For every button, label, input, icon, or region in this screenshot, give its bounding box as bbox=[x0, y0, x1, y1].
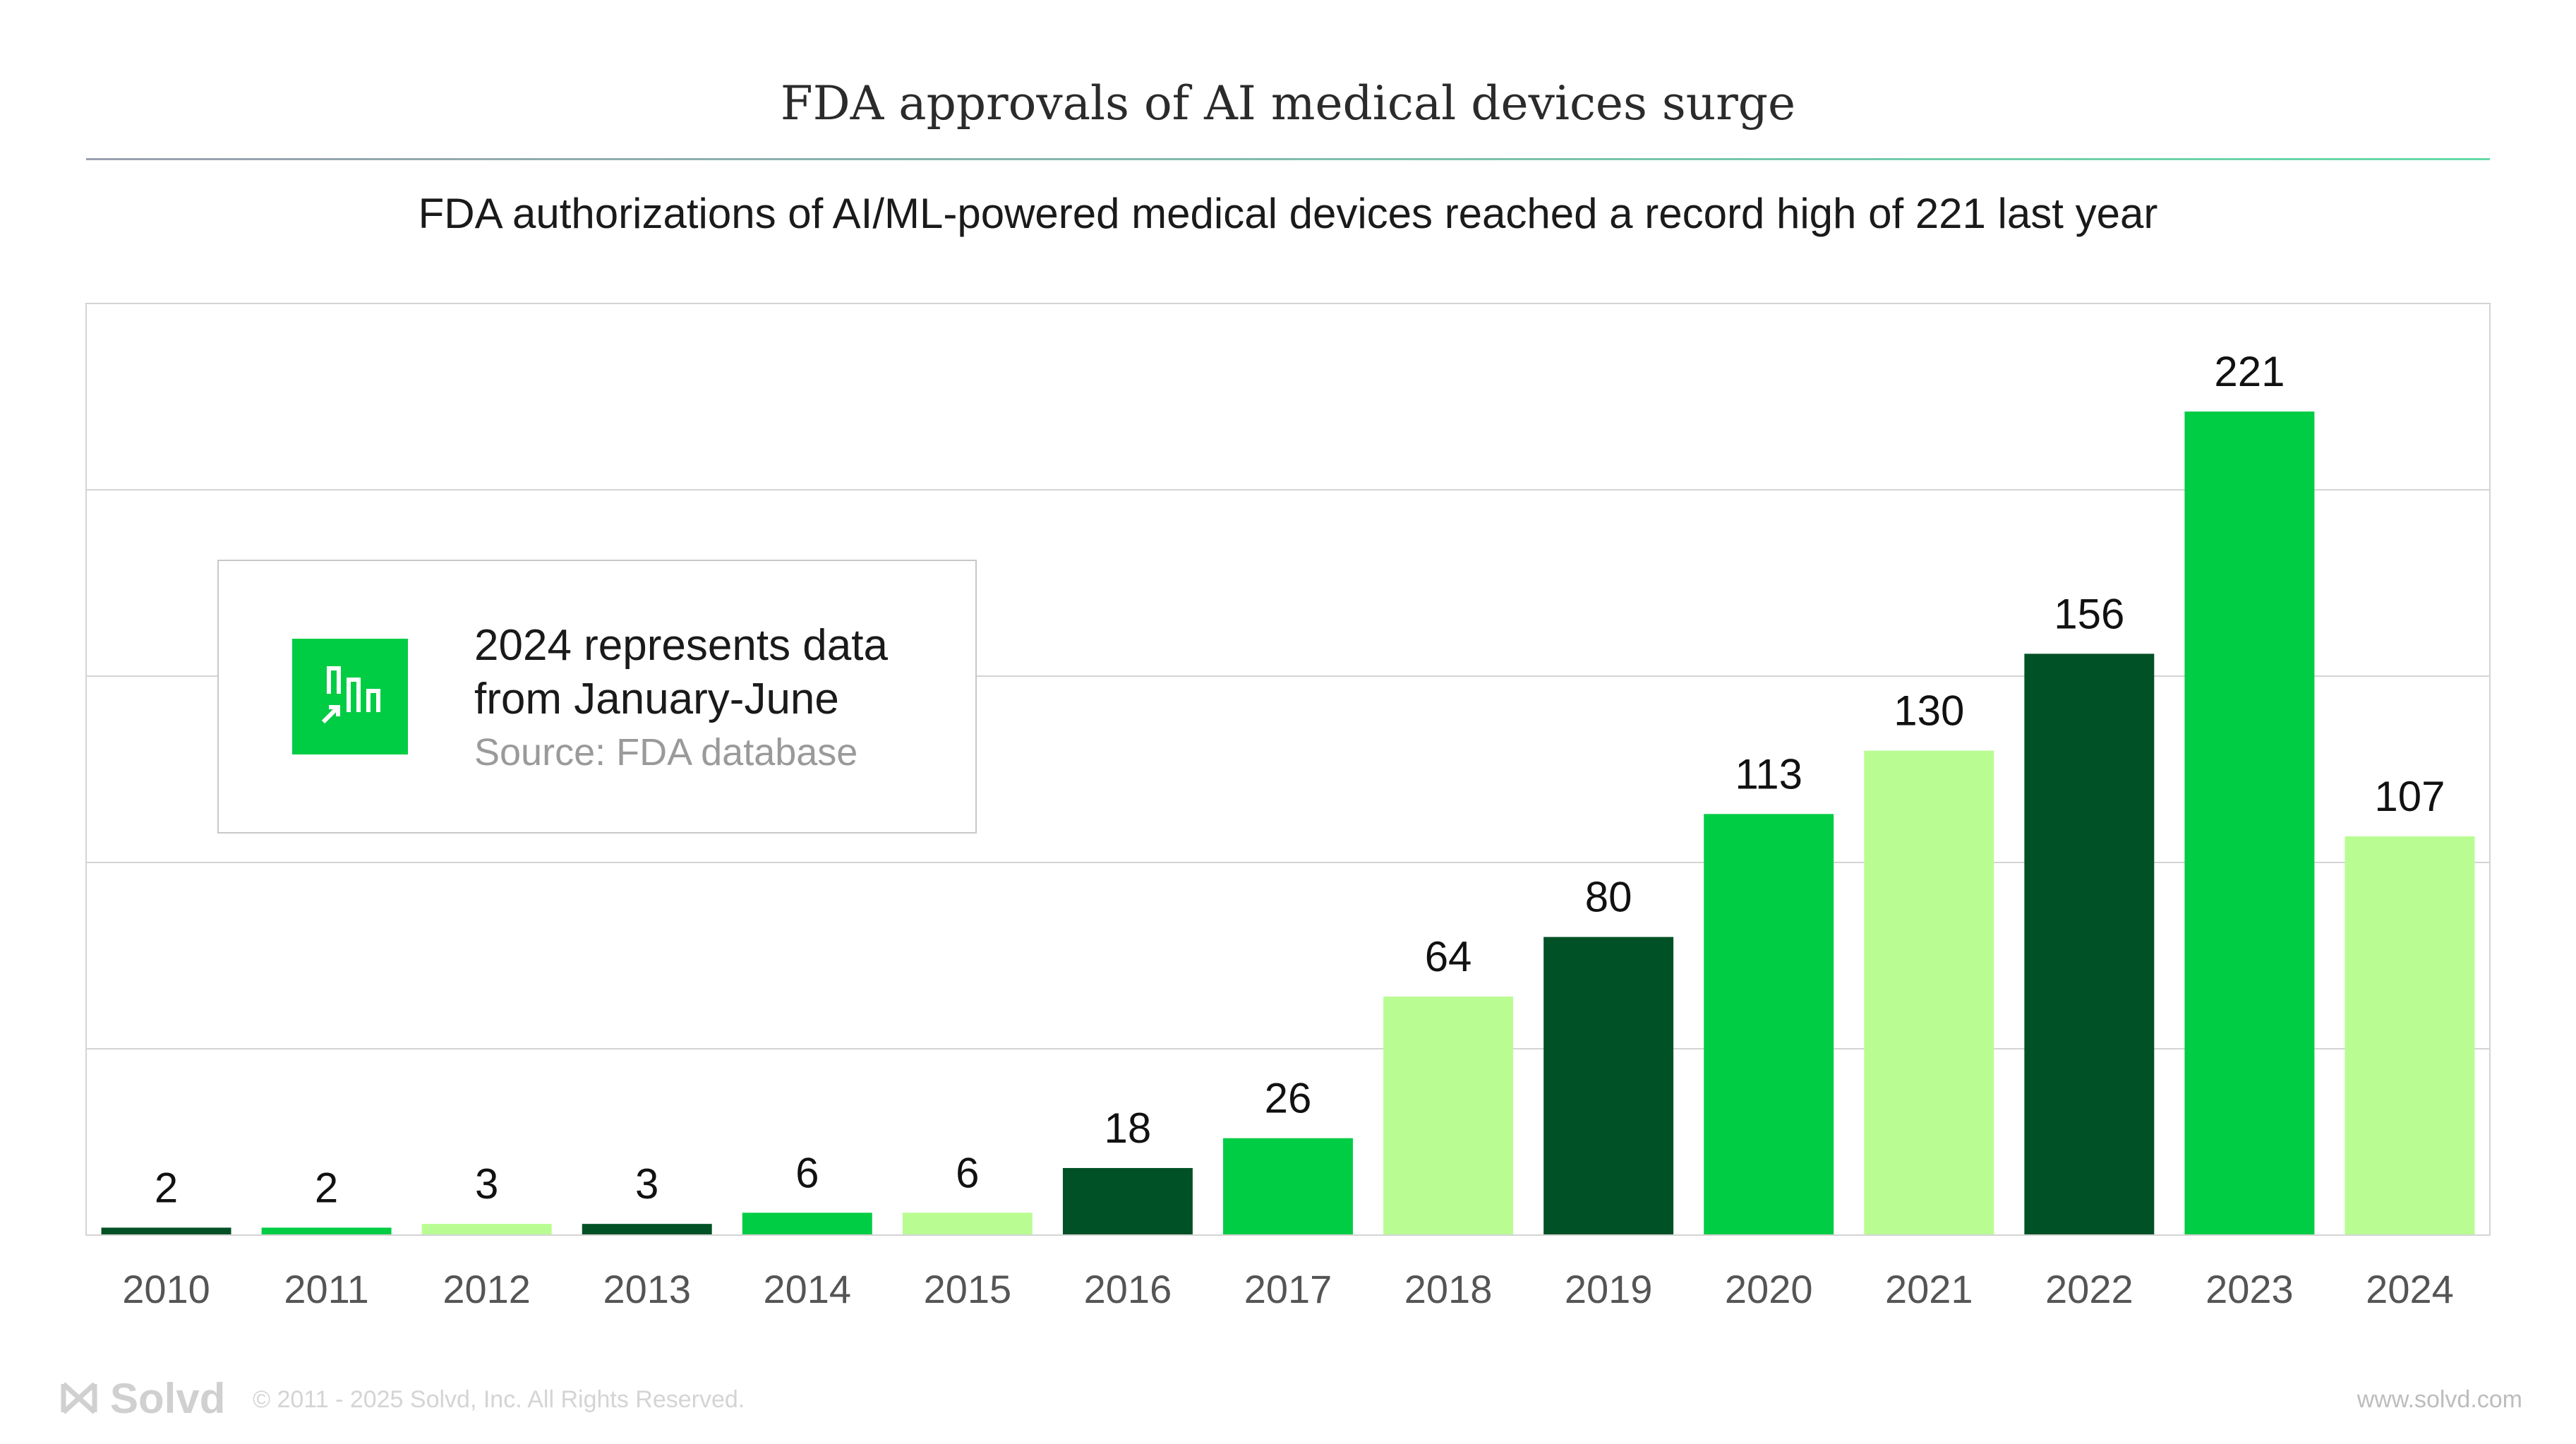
x-tick-label: 2024 bbox=[2366, 1267, 2454, 1311]
solvd-logo-icon bbox=[61, 1382, 97, 1414]
data-label: 2 bbox=[315, 1164, 338, 1211]
bar bbox=[1543, 937, 1674, 1235]
bar bbox=[1383, 997, 1514, 1235]
data-label: 130 bbox=[1894, 687, 1964, 735]
x-tick-label: 2010 bbox=[122, 1267, 210, 1311]
copyright-text: © 2011 - 2025 Solvd, Inc. All Rights Res… bbox=[253, 1386, 745, 1413]
note-text-line-1: 2024 represents data bbox=[474, 621, 888, 670]
solvd-logo-text: Solvd bbox=[110, 1374, 226, 1422]
bar bbox=[421, 1224, 552, 1235]
bar bbox=[1864, 750, 1994, 1235]
data-label: 107 bbox=[2374, 773, 2445, 820]
bar bbox=[1062, 1167, 1193, 1235]
bar bbox=[902, 1213, 1033, 1235]
data-label: 221 bbox=[2214, 348, 2285, 395]
x-tick-label: 2018 bbox=[1404, 1267, 1493, 1311]
data-label: 26 bbox=[1265, 1075, 1312, 1122]
website-link[interactable]: www.solvd.com bbox=[2357, 1386, 2522, 1413]
x-tick-label: 2019 bbox=[1565, 1267, 1653, 1311]
x-tick-label: 2014 bbox=[764, 1267, 852, 1311]
data-label: 18 bbox=[1105, 1105, 1152, 1152]
data-label: 3 bbox=[635, 1160, 658, 1208]
title-divider bbox=[86, 158, 2490, 160]
data-label: 80 bbox=[1585, 874, 1632, 921]
bar bbox=[2024, 654, 2155, 1235]
note-box: 2024 represents data from January-June S… bbox=[217, 560, 977, 834]
x-tick-label: 2012 bbox=[443, 1267, 531, 1311]
x-tick-label: 2011 bbox=[284, 1267, 368, 1311]
bar bbox=[742, 1213, 872, 1235]
data-label: 6 bbox=[795, 1149, 819, 1196]
bar bbox=[582, 1224, 712, 1235]
solvd-logo: Solvd bbox=[59, 1374, 226, 1422]
bar bbox=[2345, 836, 2475, 1235]
note-source: Source: FDA database bbox=[474, 731, 858, 774]
bar-chart-arrow-icon bbox=[292, 639, 408, 754]
x-tick-label: 2020 bbox=[1725, 1267, 1813, 1311]
x-tick-label: 2016 bbox=[1084, 1267, 1172, 1311]
x-tick-label: 2015 bbox=[924, 1267, 1012, 1311]
bar bbox=[2184, 411, 2315, 1235]
chart-title: FDA approvals of AI medical devices surg… bbox=[780, 76, 1796, 131]
x-tick-label: 2021 bbox=[1885, 1267, 1973, 1311]
bar bbox=[261, 1227, 392, 1235]
data-label: 156 bbox=[2054, 590, 2124, 637]
data-label: 2 bbox=[155, 1164, 178, 1211]
bar bbox=[1704, 814, 1834, 1235]
x-tick-label: 2023 bbox=[2205, 1267, 2294, 1311]
x-tick-label: 2022 bbox=[2045, 1267, 2133, 1311]
bar bbox=[101, 1227, 231, 1235]
chart-subtitle: FDA authorizations of AI/ML-powered medi… bbox=[418, 190, 2158, 237]
data-label: 113 bbox=[1735, 750, 1802, 798]
data-label: 6 bbox=[956, 1149, 979, 1196]
data-label: 3 bbox=[475, 1160, 498, 1208]
data-label: 64 bbox=[1425, 933, 1472, 980]
x-tick-label: 2013 bbox=[603, 1267, 691, 1311]
x-tick-label: 2017 bbox=[1244, 1267, 1332, 1311]
bar bbox=[1223, 1138, 1353, 1235]
note-text-line-2: from January-June bbox=[474, 675, 839, 723]
